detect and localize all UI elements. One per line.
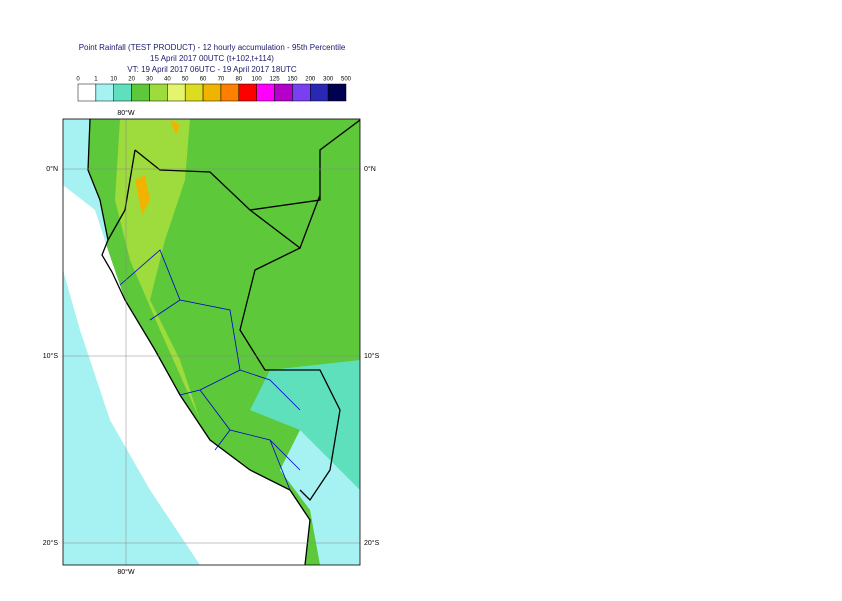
legend-swatch	[167, 83, 186, 102]
legend-label: 200	[305, 77, 316, 83]
legend-swatch	[184, 83, 204, 102]
subtitle: 15 April 2017 00UTC (t+102,t+114)	[150, 54, 274, 63]
legend-swatch	[238, 83, 257, 102]
region-border	[119, 249, 301, 491]
legend-swatch	[131, 83, 150, 102]
lat-label: 0°N	[364, 165, 376, 173]
rain-area	[135, 175, 150, 215]
legend-swatch	[202, 83, 222, 102]
legend-label: 500	[341, 77, 352, 83]
border	[107, 119, 360, 502]
legend-swatch	[220, 83, 240, 102]
legend-label: 50	[182, 77, 189, 83]
legend-swatch	[77, 83, 97, 102]
coastline	[87, 119, 311, 565]
map	[63, 119, 360, 565]
legend-label: 150	[287, 77, 298, 83]
rain-area	[115, 119, 200, 420]
map-frame	[62, 118, 361, 566]
title: Point Rainfall (TEST PRODUCT) - 12 hourl…	[79, 43, 346, 52]
legend-label: 100	[252, 77, 263, 83]
rain-area	[170, 120, 180, 135]
legend-swatch	[113, 83, 132, 102]
legend-swatch	[256, 83, 275, 102]
legend-label: 300	[323, 77, 334, 83]
lon-label: 80°W	[117, 568, 135, 576]
legend-label: 10	[110, 77, 117, 83]
lat-label: 20°S	[43, 539, 59, 547]
sea	[63, 119, 310, 565]
lat-label: 10°S	[43, 352, 59, 360]
legend-label: 20	[128, 77, 135, 83]
legend-label: 60	[200, 77, 207, 83]
legend-label: 125	[270, 77, 281, 83]
legend-swatch	[274, 83, 293, 102]
legend-swatch	[310, 83, 329, 102]
legend-label: 1	[94, 77, 98, 83]
legend-label: 0	[76, 77, 80, 83]
legend-swatch	[327, 83, 347, 102]
legend-label: 30	[146, 77, 153, 83]
legend-label: 70	[218, 77, 225, 83]
sea-dry	[63, 185, 310, 565]
legend: 0 1 10 20 30 40 50 60 70 80 100 125 150 200 300 500	[76, 77, 352, 102]
valid-time: VT: 19 April 2017 06UTC - 19 April 2017 …	[127, 65, 297, 74]
rain-area	[280, 430, 360, 565]
legend-label: 80	[235, 77, 242, 83]
lat-label: 0°N	[46, 165, 58, 173]
legend-swatch	[95, 83, 114, 102]
legend-swatch	[149, 83, 168, 102]
lon-label: 80°W	[117, 109, 135, 117]
lat-label: 20°S	[364, 539, 380, 547]
legend-swatch	[292, 83, 311, 102]
legend-label: 40	[164, 77, 171, 83]
lat-label: 10°S	[364, 352, 380, 360]
